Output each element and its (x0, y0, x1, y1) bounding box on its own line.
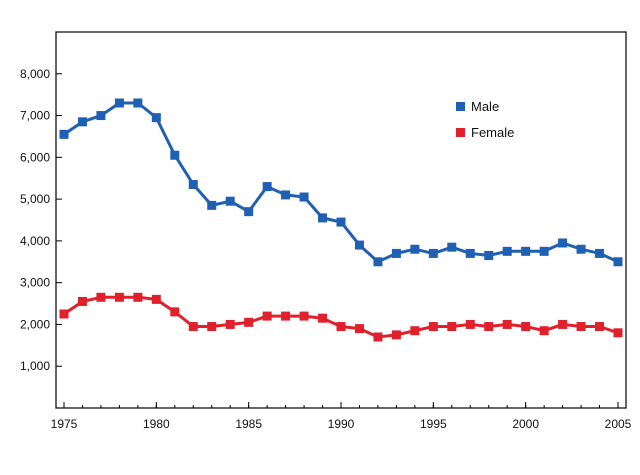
series-female (59, 292, 623, 342)
data-point-male (502, 246, 512, 256)
y-tick-label: 5,000 (20, 192, 50, 206)
data-point-female (207, 322, 217, 332)
legend-label-female: Female (471, 125, 514, 140)
data-point-female (170, 307, 180, 317)
legend-swatch-male (456, 102, 465, 111)
data-point-female (595, 322, 605, 332)
data-point-female (151, 294, 161, 304)
data-point-male (318, 213, 328, 223)
data-point-male (428, 248, 438, 258)
data-point-male (484, 251, 494, 261)
legend-item-female: Female (456, 125, 514, 140)
data-point-male (114, 98, 124, 108)
y-tick-label: 2,000 (20, 317, 50, 331)
data-point-female (299, 311, 309, 321)
data-point-male (151, 113, 161, 123)
data-point-female (336, 322, 346, 332)
data-point-male (465, 248, 475, 258)
x-tick-label: 1995 (420, 417, 447, 431)
y-tick-label: 3,000 (20, 276, 50, 290)
series-group (59, 98, 623, 342)
data-point-female (96, 292, 106, 302)
data-point-male (188, 179, 198, 189)
data-point-female (521, 322, 531, 332)
y-tick-label: 8,000 (20, 67, 50, 81)
data-point-male (207, 200, 217, 210)
data-point-male (299, 192, 309, 202)
axis-ticks-group: 1,000 2,000 3,000 4,000 5,000 6,000 7,000 8,000… (20, 67, 632, 431)
data-point-male (521, 246, 531, 256)
data-point-male (336, 217, 346, 227)
data-point-female (59, 309, 69, 319)
data-point-male (373, 257, 383, 267)
data-point-female (613, 328, 623, 338)
series-line-male (63, 101, 619, 264)
data-point-male (539, 246, 549, 256)
x-tick-label: 1985 (235, 417, 262, 431)
data-point-female (428, 322, 438, 332)
series-male (59, 98, 623, 267)
data-point-female (225, 319, 235, 329)
data-point-female (576, 322, 586, 332)
data-point-male (133, 98, 143, 108)
legend-swatch-female (456, 128, 465, 137)
data-point-female (244, 317, 254, 327)
data-point-female (188, 322, 198, 332)
data-point-female (373, 332, 383, 342)
data-point-male (170, 150, 180, 160)
data-point-male (77, 117, 87, 127)
data-point-female (77, 296, 87, 306)
y-tick-label: 7,000 (20, 109, 50, 123)
x-tick-label: 1975 (51, 417, 78, 431)
data-point-male (447, 242, 457, 252)
data-point-male (225, 196, 235, 206)
data-point-male (281, 190, 291, 200)
data-point-female (410, 326, 420, 336)
data-point-female (447, 322, 457, 332)
data-point-male (244, 207, 254, 217)
x-tick-label: 1990 (328, 417, 355, 431)
x-tick-label: 2000 (512, 417, 539, 431)
data-point-male (59, 129, 69, 139)
data-point-male (262, 182, 272, 192)
data-point-male (410, 244, 420, 254)
data-point-female (502, 319, 512, 329)
data-point-male (391, 248, 401, 258)
series-line-female (63, 295, 619, 339)
data-point-female (281, 311, 291, 321)
x-tick-label: 2005 (605, 417, 632, 431)
data-point-female (114, 292, 124, 302)
data-point-male (613, 257, 623, 267)
data-point-female (391, 330, 401, 340)
data-point-female (262, 311, 272, 321)
x-tick-label: 1980 (143, 417, 170, 431)
y-tick-label: 4,000 (20, 234, 50, 248)
data-point-female (539, 326, 549, 336)
data-point-female (318, 313, 328, 323)
data-point-female (484, 322, 494, 332)
y-tick-label: 1,000 (20, 359, 50, 373)
legend: Male Female (456, 99, 514, 140)
data-point-male (576, 244, 586, 254)
data-point-female (558, 319, 568, 329)
legend-item-male: Male (456, 99, 499, 114)
y-tick-label: 6,000 (20, 150, 50, 164)
data-point-male (354, 240, 364, 250)
data-point-male (595, 248, 605, 258)
data-point-male (558, 238, 568, 248)
legend-label-male: Male (471, 99, 499, 114)
data-point-female (133, 292, 143, 302)
data-point-female (465, 319, 475, 329)
data-point-male (96, 111, 106, 121)
data-point-female (354, 324, 364, 334)
